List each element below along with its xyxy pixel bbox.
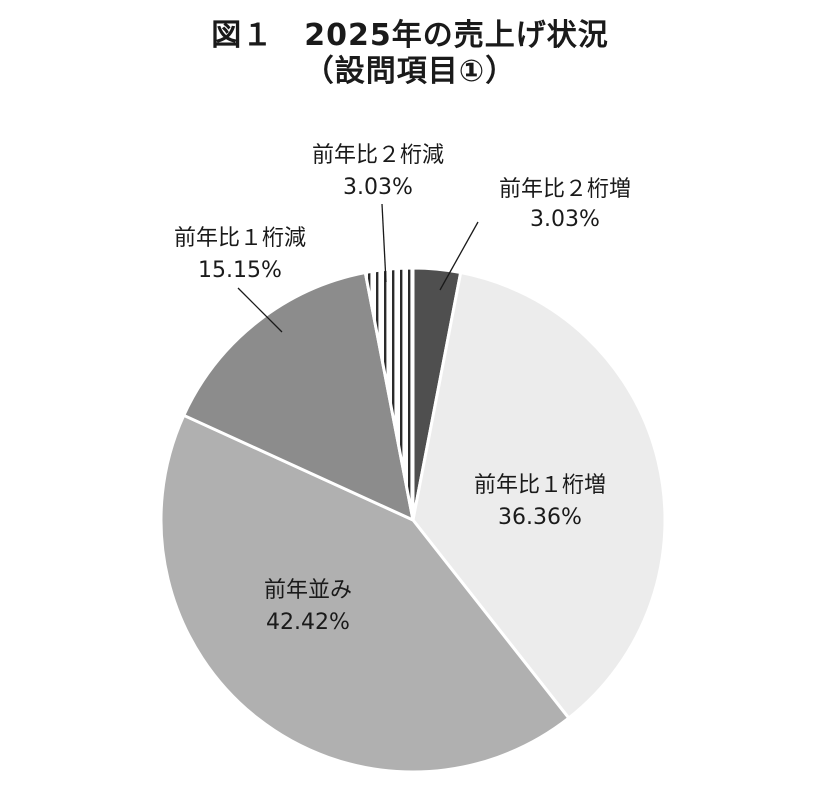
pie-slice-5 <box>363 266 415 521</box>
slice-category-label-3: 前年並み <box>264 578 352 603</box>
pie-slice-3 <box>159 413 571 774</box>
slice-value-label-5: 3.03% <box>343 175 413 200</box>
leader-line-5 <box>381 203 387 283</box>
pie-slice-2 <box>411 270 667 721</box>
slice-category-label-2: 前年比１桁増 <box>474 473 606 498</box>
slice-value-label-3: 42.42% <box>266 610 350 635</box>
leader-line-1 <box>439 221 479 291</box>
slice-category-label-5: 前年比２桁減 <box>312 143 444 168</box>
chart-title-line2: （設問項目①） <box>303 54 517 89</box>
slice-category-label-1: 前年比２桁増 <box>499 177 631 202</box>
chart-title: 図１ 2025年の売上げ状況 （設問項目①） <box>0 18 820 90</box>
leader-line-4 <box>237 287 283 333</box>
slice-value-label-2: 36.36% <box>498 505 582 530</box>
chart-title-line1: 図１ 2025年の売上げ状況 <box>211 18 609 53</box>
slice-value-label-1: 3.03% <box>530 207 600 232</box>
pie-slice-4 <box>181 270 416 523</box>
slice-category-label-4: 前年比１桁減 <box>174 226 306 251</box>
slice-value-label-4: 15.15% <box>198 258 282 283</box>
